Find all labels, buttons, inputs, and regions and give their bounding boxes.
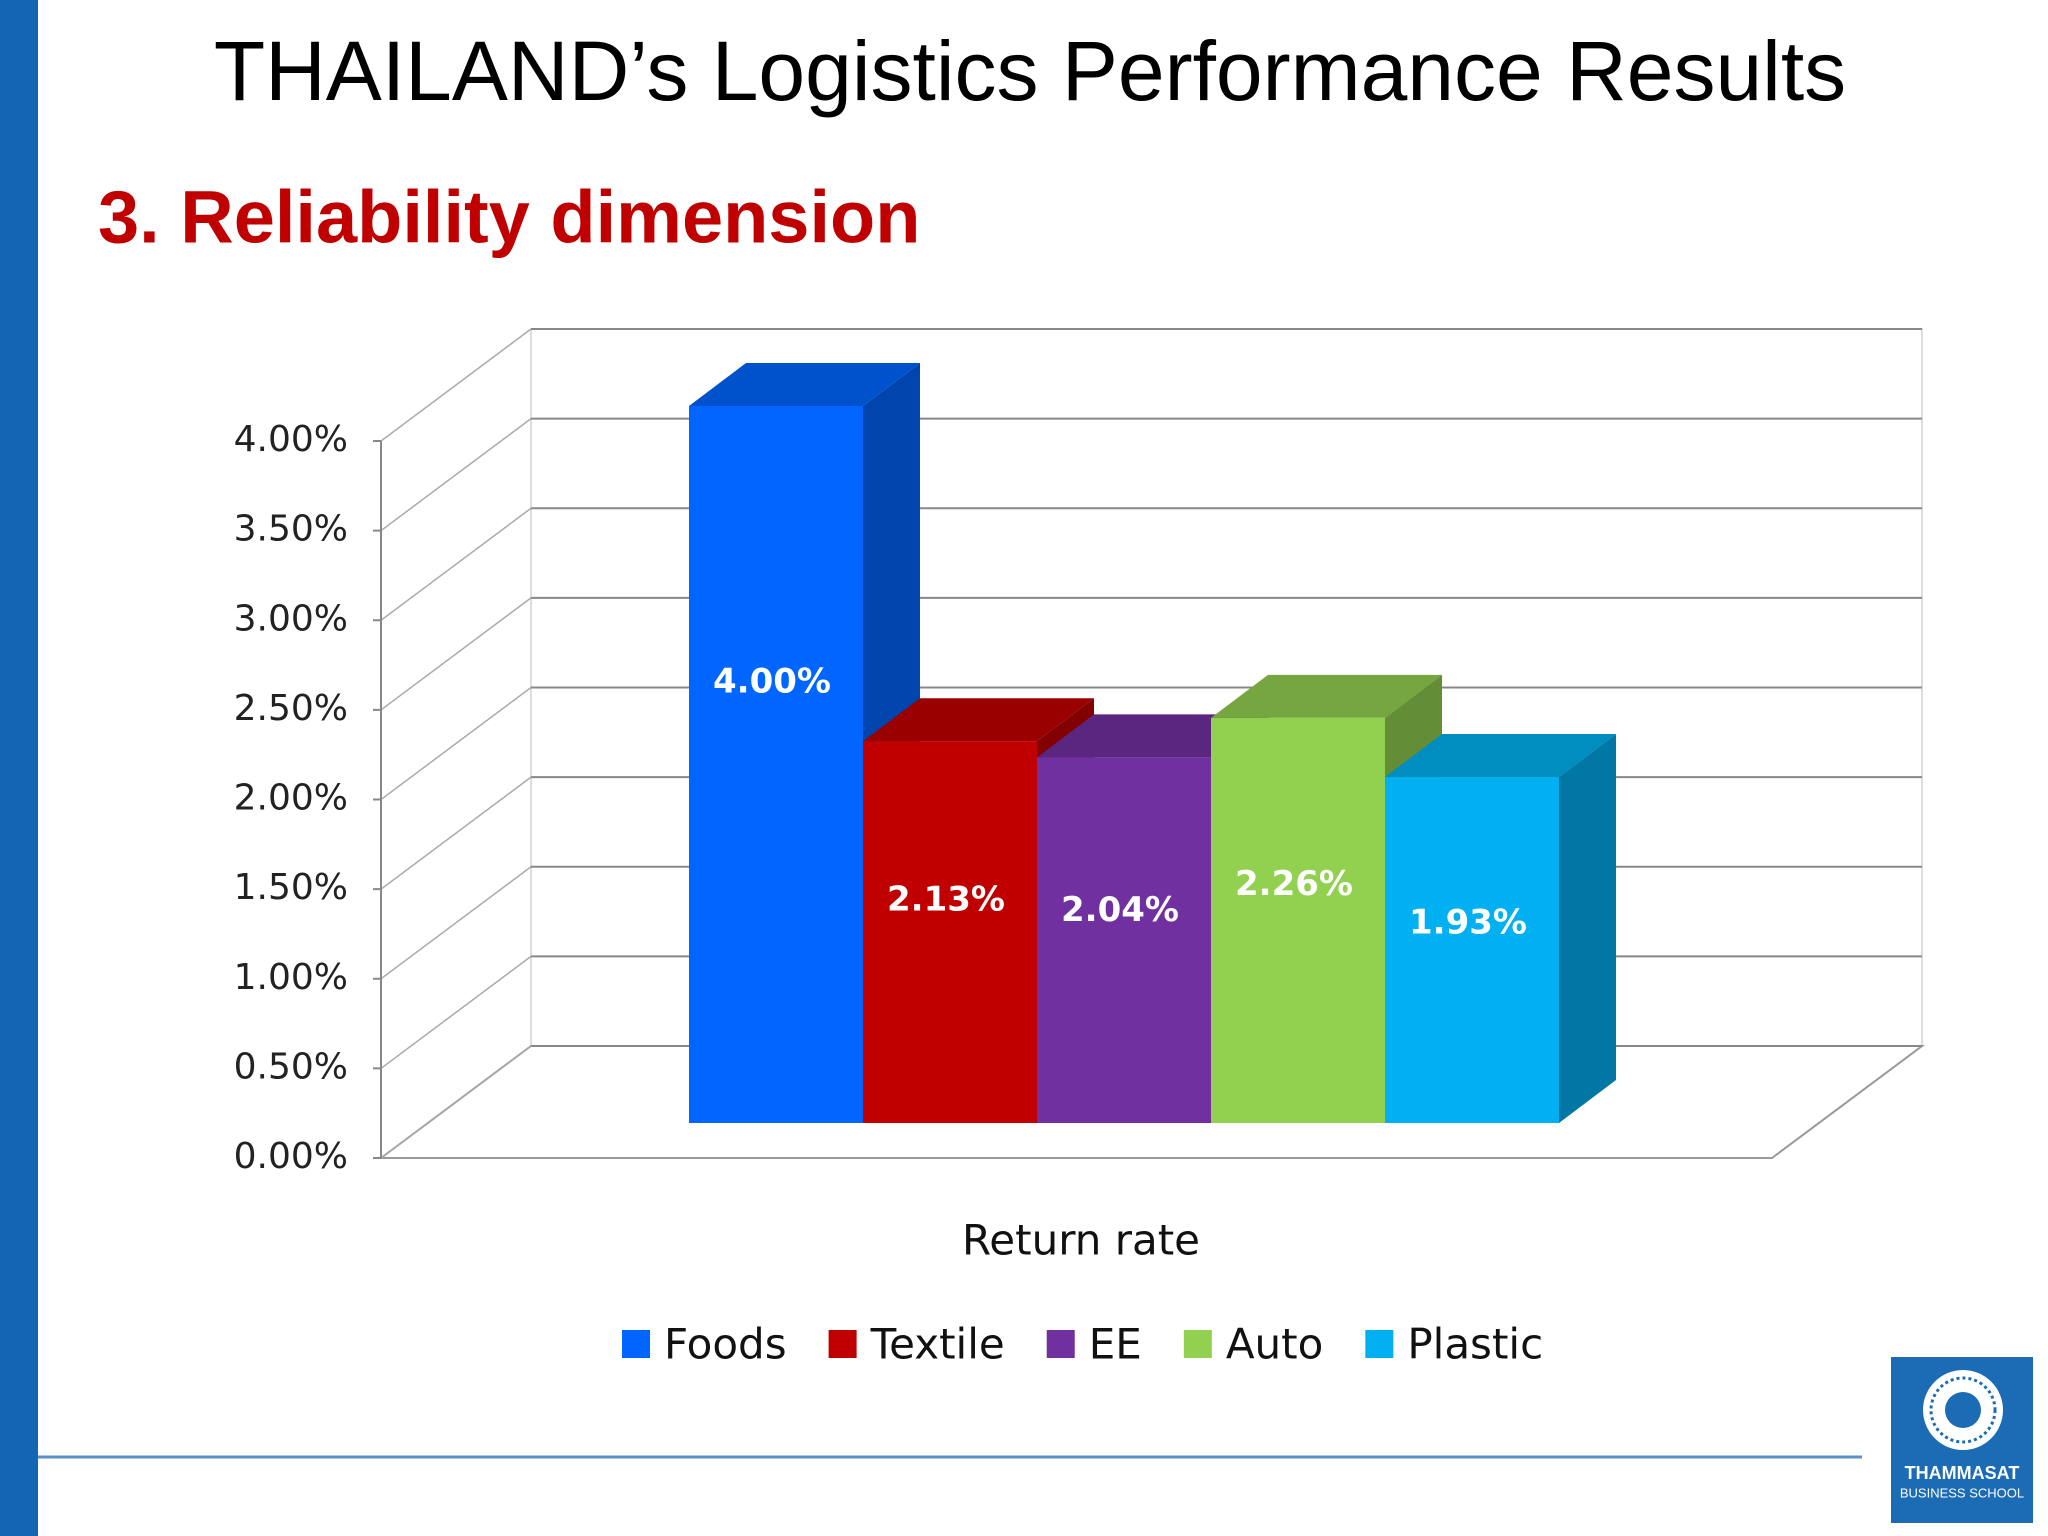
grid-line <box>380 507 532 621</box>
bar-top <box>1385 734 1616 778</box>
logo-subtitle: BUSINESS SCHOOL <box>1900 1485 2024 1500</box>
legend-swatch <box>622 1330 650 1358</box>
logo-emblem-core <box>1945 1392 1981 1428</box>
logo-emblem-ring <box>1929 1376 1997 1444</box>
slide-title: THAILAND’s Logistics Performance Results <box>214 24 1846 118</box>
data-label: 2.04% <box>1061 890 1179 930</box>
legend-label: EE <box>1089 1320 1142 1369</box>
x-axis-label: Return rate <box>962 1216 1200 1265</box>
grid-line <box>380 866 532 980</box>
y-tick-label: 2.00% <box>234 778 348 819</box>
bar-top <box>689 363 920 406</box>
y-tick-label: 1.50% <box>234 867 348 908</box>
y-tick-label: 2.50% <box>234 688 348 729</box>
grid-line <box>380 776 532 890</box>
legend-label: Foods <box>664 1320 787 1369</box>
grid-line <box>380 955 532 1069</box>
bar-top <box>1037 714 1268 758</box>
data-label: 2.13% <box>887 879 1005 919</box>
legend-swatch <box>828 1330 857 1358</box>
y-tick-label: 0.00% <box>234 1136 348 1177</box>
logo-name: THAMMASAT <box>1905 1463 2020 1483</box>
bar-top <box>1211 674 1442 718</box>
legend-swatch <box>1365 1330 1394 1358</box>
y-tick-label: 3.00% <box>234 598 348 639</box>
bar <box>863 741 1037 1123</box>
bar-top <box>863 698 1094 742</box>
y-tick-label: 0.50% <box>234 1046 348 1087</box>
bar <box>689 406 863 1123</box>
legend-label: Plastic <box>1407 1320 1543 1369</box>
side-bar <box>0 0 38 1536</box>
grid-line <box>380 418 532 532</box>
legend-swatch <box>1046 1330 1075 1358</box>
grid-line <box>380 328 532 442</box>
legend-swatch <box>1183 1330 1212 1358</box>
bar <box>1385 777 1559 1123</box>
data-label: 4.00% <box>713 661 831 701</box>
legend-label: Textile <box>870 1320 1005 1369</box>
grid-line <box>380 1045 532 1159</box>
logo: THAMMASAT BUSINESS SCHOOL <box>1891 1357 2033 1523</box>
bar <box>1037 757 1211 1123</box>
y-tick-label: 1.00% <box>234 957 348 998</box>
grid-line <box>380 597 532 711</box>
grid-line <box>380 686 532 801</box>
legend-label: Auto <box>1226 1320 1324 1369</box>
slide-subtitle: 3. Reliability dimension <box>98 176 920 259</box>
data-label: 2.26% <box>1235 864 1353 904</box>
y-tick-label: 4.00% <box>234 419 348 460</box>
bar <box>1211 717 1385 1123</box>
y-tick-label: 3.50% <box>234 509 348 550</box>
chart: 0.00% 0.50% 1.00% 1.50% 2.00% 2.50% 3.00% 3.50%… <box>234 328 1926 1369</box>
bar-side <box>1559 734 1616 1123</box>
data-label: 1.93% <box>1409 903 1527 943</box>
